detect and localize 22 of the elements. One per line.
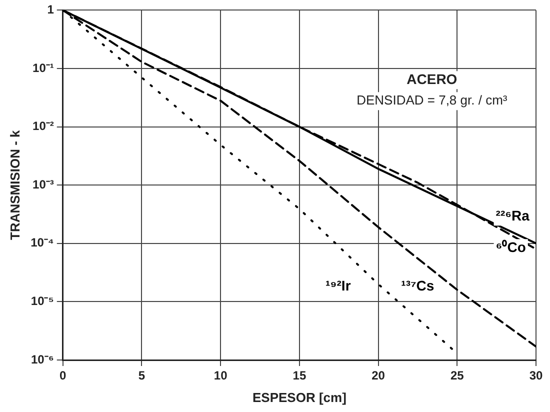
annotation: DENSIDAD = 7,8 gr. / cm³ (356, 92, 508, 108)
y-tick-label: 10⁻² (32, 119, 54, 134)
y-tick-label: 10⁻⁶ (31, 352, 54, 366)
y-tick-label: 1 (47, 2, 54, 17)
y-axis-title: TRANSMISION - k (7, 129, 22, 240)
x-tick-label: 15 (292, 368, 306, 383)
annotation: ACERO (406, 71, 458, 88)
series-label: ¹³⁷Cs (401, 277, 434, 294)
x-tick-label: 20 (372, 368, 386, 383)
x-tick-label: 10 (214, 368, 228, 383)
series-label: ¹⁹²Ir (325, 277, 352, 294)
series-label: ⁶⁰Co (496, 238, 526, 255)
x-axis-title: ESPESOR [cm] (252, 390, 346, 405)
y-tick-label: 10⁻⁴ (30, 236, 54, 250)
x-tick-label: 25 (450, 368, 464, 383)
y-tick-label: 10⁻⁵ (30, 294, 54, 308)
series-label: ²²⁶Ra (496, 207, 530, 224)
x-tick-label: 0 (60, 368, 67, 383)
x-tick-label: 5 (138, 368, 146, 383)
y-tick-label: 10⁻³ (32, 177, 54, 192)
x-tick-label: 30 (529, 368, 543, 383)
y-tick-label: 10⁻¹ (32, 60, 54, 75)
